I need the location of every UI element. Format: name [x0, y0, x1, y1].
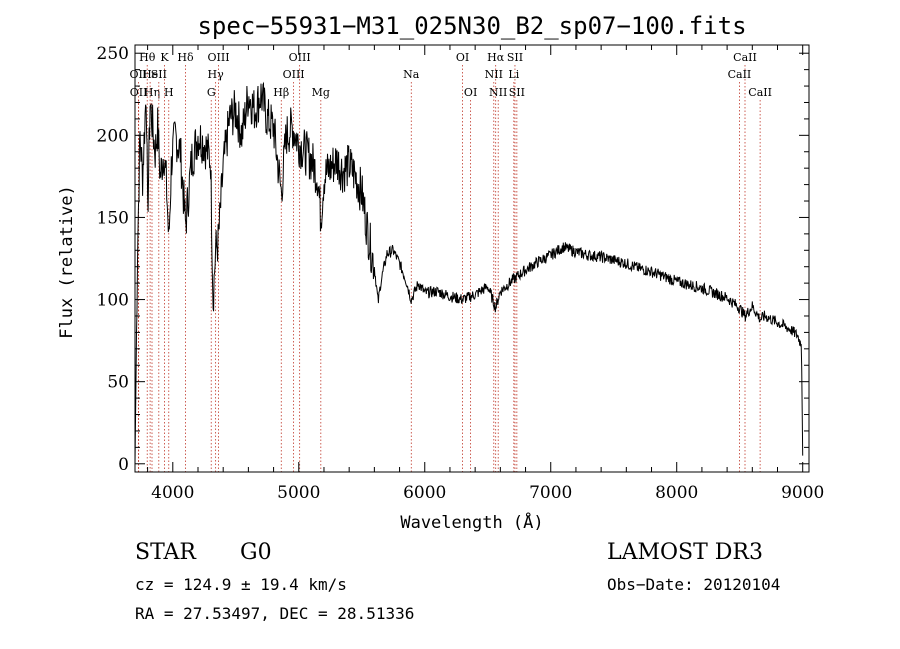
line-label: K [160, 51, 169, 64]
line-label: Na [403, 68, 420, 81]
line-label: Mg [312, 86, 330, 99]
line-label: SII [507, 51, 523, 64]
y-tick-label: 200 [97, 126, 129, 146]
y-tick-label: 150 [97, 208, 129, 228]
chart-title: spec−55931−M31_025N30_B2_sp07−100.fits [197, 12, 746, 40]
plot-frame [134, 44, 810, 473]
redshift-cz: cz = 124.9 ± 19.4 km/s [135, 575, 347, 594]
x-tick-label: 5000 [277, 483, 320, 503]
x-tick-label: 8000 [655, 483, 698, 503]
axis-ticks: 4000 5000 6000 7000 8000 9000 0 50 100 150 200 250 [97, 44, 825, 503]
line-label: OI [456, 51, 469, 64]
y-tick-label: 100 [97, 291, 129, 311]
line-label: SII [151, 68, 167, 81]
line-label: Hθ [139, 51, 156, 64]
x-tick-label: 9000 [781, 483, 824, 503]
y-axis-label: Flux (relative) [57, 185, 77, 339]
line-label: G [207, 86, 216, 99]
line-label: Hα [487, 51, 505, 64]
line-label: Li [508, 68, 519, 81]
line-label: OII [130, 86, 148, 99]
line-label: CaII [748, 86, 772, 99]
line-label: CaII [728, 68, 752, 81]
spectrum-series [134, 81, 804, 464]
line-label: NII [489, 86, 507, 99]
line-label: OI [464, 86, 477, 99]
line-label: H [164, 86, 174, 99]
line-label: NII [485, 68, 503, 81]
y-tick-label: 50 [107, 373, 129, 393]
x-axis-label: Wavelength (Å) [400, 511, 543, 533]
x-tick-label: 6000 [403, 483, 446, 503]
line-label: Hβ [273, 86, 289, 99]
x-tick-label: 4000 [151, 483, 194, 503]
line-label: He [142, 68, 158, 81]
line-label: Hγ [208, 68, 225, 81]
y-tick-label: 250 [97, 44, 129, 64]
line-label: OIII [207, 51, 229, 64]
sky-coordinates: RA = 27.53497, DEC = 28.51336 [135, 604, 415, 623]
line-label: CaII [733, 51, 757, 64]
line-label: OIII [289, 51, 311, 64]
line-label: Hδ [177, 51, 194, 64]
line-label: SII [509, 86, 525, 99]
line-label: OII [130, 68, 148, 81]
y-tick-label: 0 [118, 455, 129, 475]
line-label: Hη [144, 86, 160, 99]
object-class: STAR [135, 540, 196, 565]
line-label: OIII [283, 68, 305, 81]
x-tick-label: 7000 [529, 483, 572, 503]
survey-name: LAMOST DR3 [607, 540, 763, 565]
object-subclass: G0 [240, 540, 272, 565]
spectrum-line [134, 81, 804, 464]
observation-date: Obs−Date: 20120104 [607, 575, 781, 594]
